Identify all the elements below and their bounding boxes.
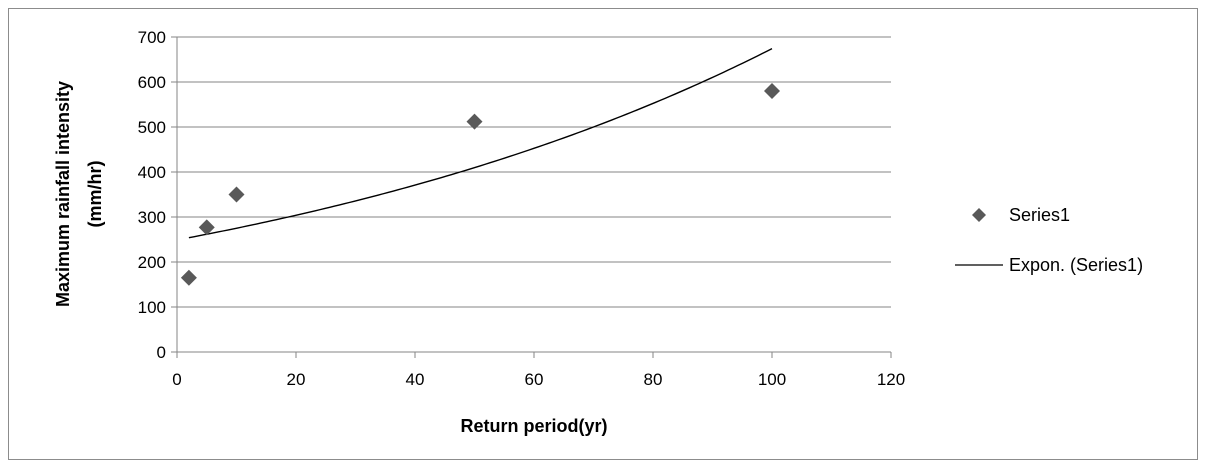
y-tick-label: 200 [138,253,166,272]
y-axis-title-line-2: (mm/hr) [85,160,105,227]
legend-diamond-icon [972,208,986,222]
trendline-layer [188,48,773,239]
x-tick-label: 40 [406,370,425,389]
data-point [466,113,483,130]
legend-label-trendline: Expon. (Series1) [1009,255,1143,275]
data-point [198,219,215,236]
data-point [228,186,245,203]
legend-label-series1: Series1 [1009,205,1070,225]
y-tick-label: 100 [138,298,166,317]
x-tick-labels: 0 20 40 60 80 100 120 [172,370,905,389]
x-tick-label: 0 [172,370,181,389]
y-tick-label: 500 [138,118,166,137]
y-tick-label: 0 [157,343,166,362]
y-tick-label: 700 [138,28,166,47]
x-tick-label: 80 [644,370,663,389]
x-tick-label: 20 [287,370,306,389]
x-tick-label: 60 [525,370,544,389]
x-tick-label: 100 [758,370,786,389]
y-axis-title: Maximum rainfall intensity (mm/hr) [53,81,105,307]
legend: Series1 Expon. (Series1) [955,205,1143,275]
y-tick-label: 400 [138,163,166,182]
x-tick-label: 120 [877,370,905,389]
y-tick-labels: 0 100 200 300 400 500 600 700 [138,28,166,362]
axes [171,36,892,358]
y-axis-title-line-1: Maximum rainfall intensity [53,81,73,307]
x-axis-title: Return period(yr) [460,416,607,436]
data-point [764,83,780,99]
gridlines [177,36,891,308]
y-tick-label: 600 [138,73,166,92]
data-point [180,269,197,286]
data-points [180,83,780,286]
y-tick-label: 300 [138,208,166,227]
trendline-expon [188,48,773,239]
